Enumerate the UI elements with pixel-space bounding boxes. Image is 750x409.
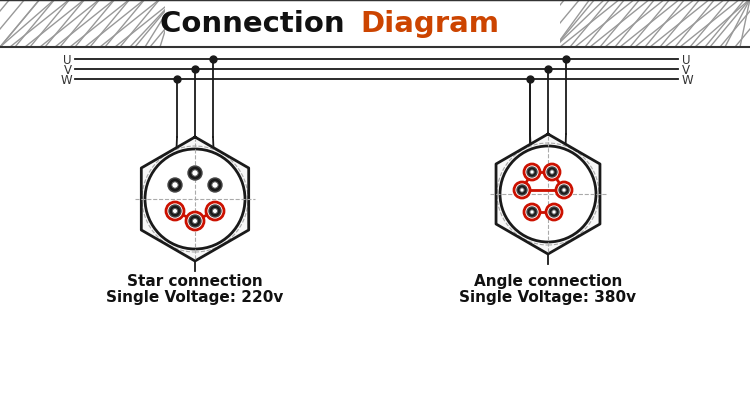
Text: U: U bbox=[682, 53, 691, 66]
Circle shape bbox=[192, 171, 198, 177]
Text: W: W bbox=[682, 73, 694, 86]
Circle shape bbox=[208, 179, 222, 193]
Circle shape bbox=[524, 204, 540, 220]
Text: W: W bbox=[60, 73, 72, 86]
Circle shape bbox=[145, 150, 245, 249]
Circle shape bbox=[211, 182, 218, 189]
Circle shape bbox=[550, 171, 554, 175]
Circle shape bbox=[172, 182, 178, 189]
Circle shape bbox=[166, 202, 184, 220]
Circle shape bbox=[556, 182, 572, 198]
Circle shape bbox=[189, 216, 201, 227]
Circle shape bbox=[530, 171, 534, 175]
Text: Diagram: Diagram bbox=[360, 10, 499, 38]
Circle shape bbox=[193, 219, 197, 224]
Circle shape bbox=[559, 186, 569, 196]
Bar bbox=[165, 0, 560, 48]
Circle shape bbox=[209, 205, 221, 218]
Circle shape bbox=[520, 189, 524, 193]
Text: V: V bbox=[682, 63, 690, 76]
Text: Single Voltage: 220v: Single Voltage: 220v bbox=[106, 290, 284, 305]
Circle shape bbox=[186, 213, 204, 230]
Circle shape bbox=[546, 204, 562, 220]
Circle shape bbox=[530, 210, 534, 215]
Polygon shape bbox=[141, 138, 249, 261]
Polygon shape bbox=[496, 135, 600, 254]
Circle shape bbox=[212, 209, 217, 214]
Text: Single Voltage: 380v: Single Voltage: 380v bbox=[460, 290, 637, 305]
Circle shape bbox=[562, 189, 566, 193]
Circle shape bbox=[514, 182, 530, 198]
Circle shape bbox=[527, 207, 537, 218]
Text: Connection: Connection bbox=[160, 10, 355, 38]
Text: U: U bbox=[64, 53, 72, 66]
Circle shape bbox=[524, 164, 540, 180]
Text: Angle connection: Angle connection bbox=[474, 274, 622, 289]
Circle shape bbox=[500, 147, 596, 243]
Circle shape bbox=[172, 209, 178, 214]
Circle shape bbox=[547, 168, 557, 178]
Circle shape bbox=[544, 164, 560, 180]
Circle shape bbox=[169, 205, 181, 218]
Circle shape bbox=[517, 186, 527, 196]
Circle shape bbox=[168, 179, 182, 193]
Circle shape bbox=[188, 166, 202, 180]
Text: Star connection: Star connection bbox=[127, 274, 262, 289]
Circle shape bbox=[527, 168, 537, 178]
Circle shape bbox=[206, 202, 224, 220]
Circle shape bbox=[552, 210, 556, 215]
Circle shape bbox=[549, 207, 559, 218]
Text: V: V bbox=[64, 63, 72, 76]
